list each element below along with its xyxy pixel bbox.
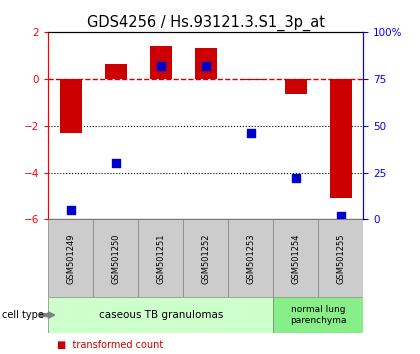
Text: cell type: cell type <box>2 310 44 320</box>
Bar <box>105 63 127 79</box>
Text: GSM501251: GSM501251 <box>156 233 165 284</box>
Bar <box>93 219 138 297</box>
Text: GSM501249: GSM501249 <box>66 233 75 284</box>
Bar <box>48 297 273 333</box>
Bar <box>228 219 273 297</box>
Point <box>158 63 164 68</box>
Bar <box>285 79 307 94</box>
Text: GSM501253: GSM501253 <box>246 233 255 284</box>
Bar <box>150 46 172 79</box>
Point <box>68 207 74 213</box>
Text: normal lung
parenchyma: normal lung parenchyma <box>290 306 346 325</box>
Title: GDS4256 / Hs.93121.3.S1_3p_at: GDS4256 / Hs.93121.3.S1_3p_at <box>87 14 325 30</box>
Bar <box>273 219 318 297</box>
Text: GSM501252: GSM501252 <box>201 233 210 284</box>
Bar <box>330 79 352 198</box>
Bar <box>273 297 363 333</box>
Bar <box>183 219 228 297</box>
Text: GSM501255: GSM501255 <box>336 233 345 284</box>
Point <box>202 63 209 68</box>
Text: ■  transformed count: ■ transformed count <box>57 340 163 350</box>
Text: GSM501250: GSM501250 <box>111 233 120 284</box>
Bar <box>239 79 262 80</box>
Bar <box>318 219 363 297</box>
Point <box>247 130 254 136</box>
Text: caseous TB granulomas: caseous TB granulomas <box>99 310 223 320</box>
Bar <box>138 219 183 297</box>
Point <box>113 160 119 166</box>
Point <box>337 213 344 218</box>
Bar <box>48 219 93 297</box>
Bar <box>60 79 82 133</box>
Point <box>292 175 299 181</box>
Text: GSM501254: GSM501254 <box>291 233 300 284</box>
Bar <box>194 48 217 79</box>
